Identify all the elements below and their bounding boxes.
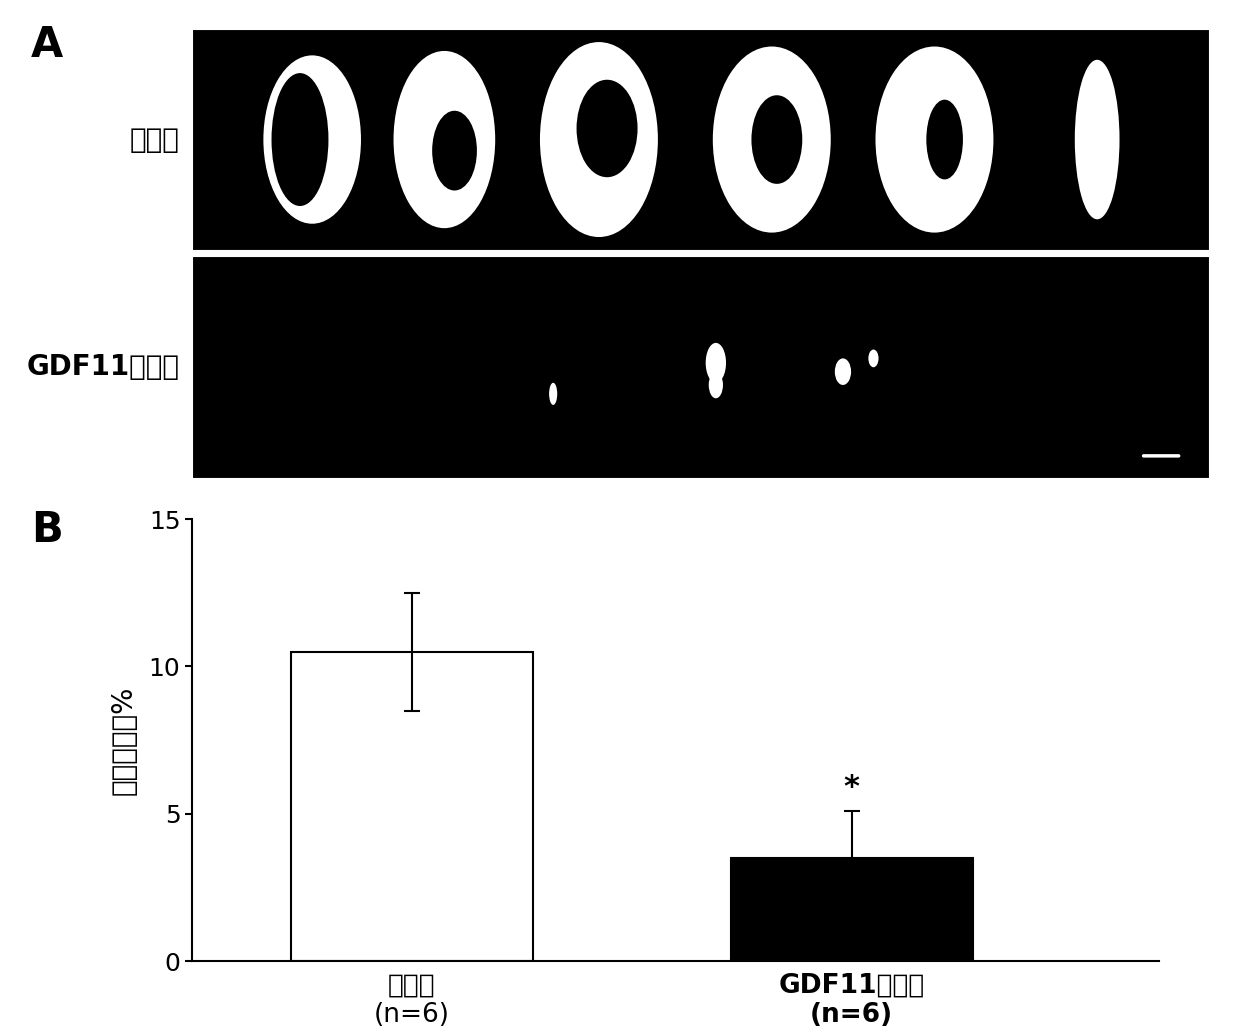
Ellipse shape	[1075, 60, 1120, 219]
Y-axis label: 脑棗死体积%: 脑棗死体积%	[109, 686, 138, 795]
Ellipse shape	[393, 51, 495, 228]
Ellipse shape	[926, 100, 963, 180]
Ellipse shape	[706, 343, 727, 382]
Ellipse shape	[549, 382, 557, 405]
Text: GDF11蛋白组: GDF11蛋白组	[27, 354, 180, 381]
Bar	[192, 29, 1209, 250]
Text: B: B	[31, 509, 63, 551]
Ellipse shape	[875, 46, 993, 232]
Ellipse shape	[263, 56, 361, 224]
Ellipse shape	[751, 96, 802, 184]
Ellipse shape	[433, 111, 477, 190]
Ellipse shape	[539, 42, 658, 237]
Text: A: A	[31, 24, 63, 66]
Ellipse shape	[709, 372, 723, 398]
Text: *: *	[843, 773, 859, 802]
Bar	[730, 858, 972, 961]
Ellipse shape	[868, 350, 878, 367]
Ellipse shape	[713, 46, 831, 232]
Ellipse shape	[272, 73, 329, 206]
Text: 对照组: 对照组	[130, 125, 180, 153]
Ellipse shape	[577, 80, 637, 177]
Bar	[291, 652, 533, 961]
Bar	[192, 256, 1209, 478]
Ellipse shape	[835, 359, 851, 384]
